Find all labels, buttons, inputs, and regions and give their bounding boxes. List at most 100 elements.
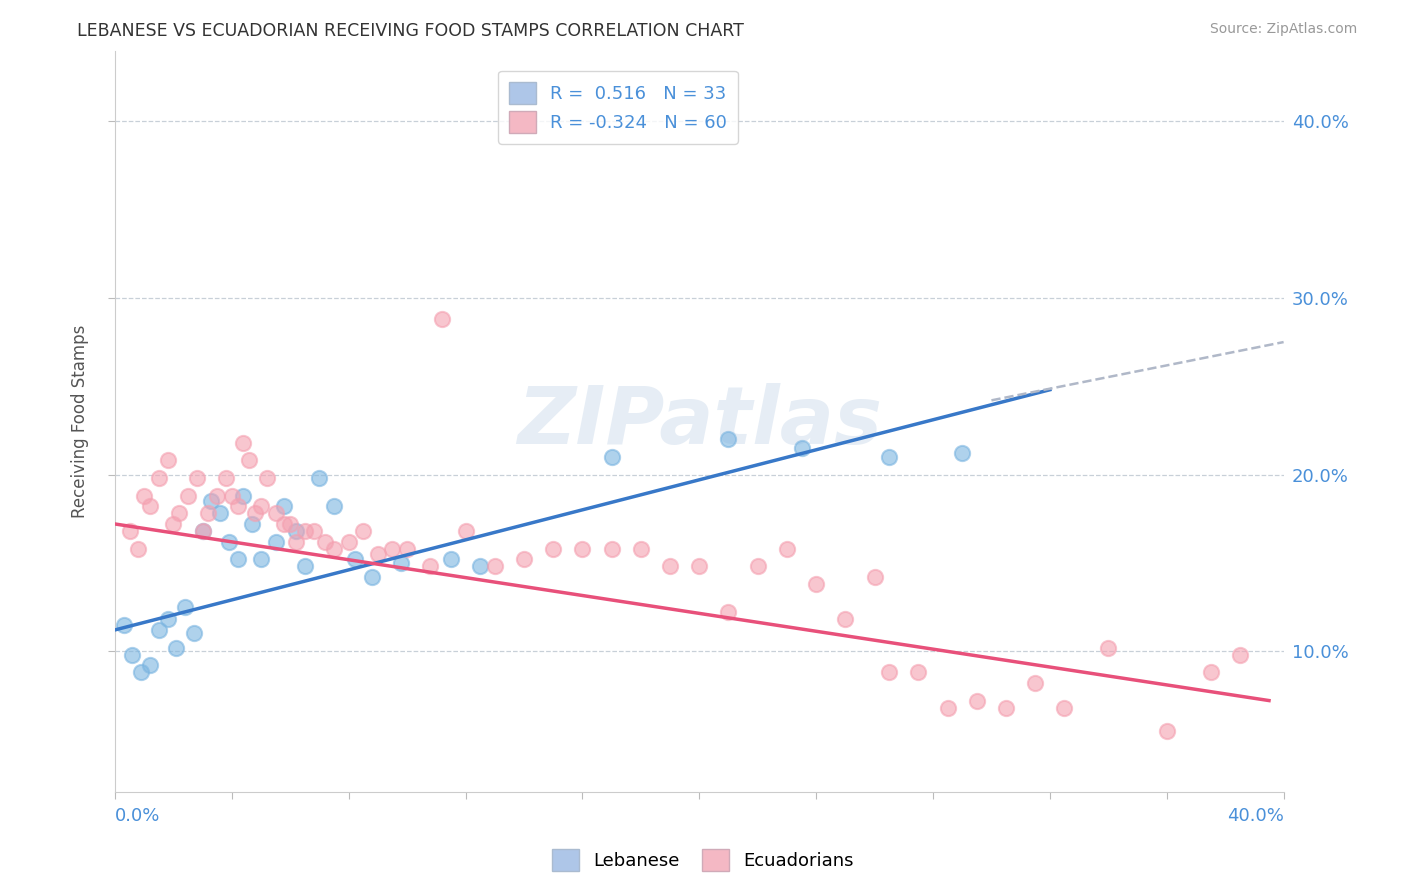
Point [232, 489, 254, 503]
Point [323, 500, 346, 514]
Point [389, 556, 412, 570]
Point [186, 471, 208, 485]
Point [238, 453, 260, 467]
Point [966, 693, 988, 707]
Point [162, 516, 184, 531]
Point [118, 524, 141, 538]
Point [221, 489, 243, 503]
Text: 40.0%: 40.0% [1227, 806, 1284, 824]
Point [877, 450, 900, 464]
Point [264, 534, 287, 549]
Point [191, 524, 214, 538]
Point [226, 500, 249, 514]
Point [419, 559, 441, 574]
Point [440, 552, 463, 566]
Point [148, 623, 170, 637]
Point [232, 435, 254, 450]
Point [165, 640, 187, 655]
Point [139, 500, 162, 514]
Point [936, 700, 959, 714]
Point [600, 450, 623, 464]
Point [250, 552, 273, 566]
Point [139, 658, 162, 673]
Point [200, 494, 222, 508]
Point [250, 500, 273, 514]
Point [1097, 640, 1119, 655]
Point [541, 541, 564, 556]
Point [156, 453, 179, 467]
Legend: Lebanese, Ecuadorians: Lebanese, Ecuadorians [546, 842, 860, 879]
Point [1156, 723, 1178, 738]
Point [352, 524, 374, 538]
Point [337, 534, 360, 549]
Point [717, 605, 740, 619]
Text: 0.0%: 0.0% [115, 806, 160, 824]
Point [717, 432, 740, 446]
Point [205, 489, 228, 503]
Point [1053, 700, 1076, 714]
Point [156, 612, 179, 626]
Point [302, 524, 325, 538]
Point [215, 471, 238, 485]
Point [1024, 676, 1046, 690]
Point [323, 541, 346, 556]
Point [226, 552, 249, 566]
Point [950, 446, 973, 460]
Point [285, 524, 308, 538]
Point [308, 471, 330, 485]
Point [294, 524, 316, 538]
Point [430, 312, 453, 326]
Point [197, 507, 219, 521]
Point [314, 534, 336, 549]
Point [174, 599, 197, 614]
Point [863, 570, 886, 584]
Point [343, 552, 366, 566]
Point [183, 626, 205, 640]
Point [294, 559, 316, 574]
Point [396, 541, 419, 556]
Legend: R =  0.516   N = 33, R = -0.324   N = 60: R = 0.516 N = 33, R = -0.324 N = 60 [498, 70, 738, 144]
Point [264, 507, 287, 521]
Point [127, 541, 149, 556]
Point [630, 541, 652, 556]
Point [191, 524, 214, 538]
Y-axis label: Receiving Food Stamps: Receiving Food Stamps [72, 325, 89, 518]
Point [367, 547, 389, 561]
Point [907, 665, 929, 680]
Point [834, 612, 856, 626]
Point [571, 541, 593, 556]
Text: ZIPatlas: ZIPatlas [517, 383, 882, 460]
Point [273, 500, 295, 514]
Point [167, 507, 190, 521]
Point [688, 559, 710, 574]
Point [177, 489, 200, 503]
Point [804, 577, 827, 591]
Point [273, 516, 295, 531]
Point [1229, 648, 1251, 662]
Point [243, 507, 266, 521]
Point [776, 541, 799, 556]
Point [659, 559, 682, 574]
Point [454, 524, 477, 538]
Point [361, 570, 384, 584]
Point [121, 648, 143, 662]
Point [790, 441, 813, 455]
Point [381, 541, 404, 556]
Point [877, 665, 900, 680]
Point [129, 665, 152, 680]
Point [747, 559, 769, 574]
Point [256, 471, 278, 485]
Point [468, 559, 491, 574]
Text: Source: ZipAtlas.com: Source: ZipAtlas.com [1209, 22, 1357, 37]
Point [218, 534, 240, 549]
Point [112, 617, 135, 632]
Point [285, 534, 308, 549]
Text: LEBANESE VS ECUADORIAN RECEIVING FOOD STAMPS CORRELATION CHART: LEBANESE VS ECUADORIAN RECEIVING FOOD ST… [77, 22, 744, 40]
Point [1199, 665, 1222, 680]
Point [484, 559, 506, 574]
Point [278, 516, 301, 531]
Point [995, 700, 1018, 714]
Point [513, 552, 536, 566]
Point [148, 471, 170, 485]
Point [600, 541, 623, 556]
